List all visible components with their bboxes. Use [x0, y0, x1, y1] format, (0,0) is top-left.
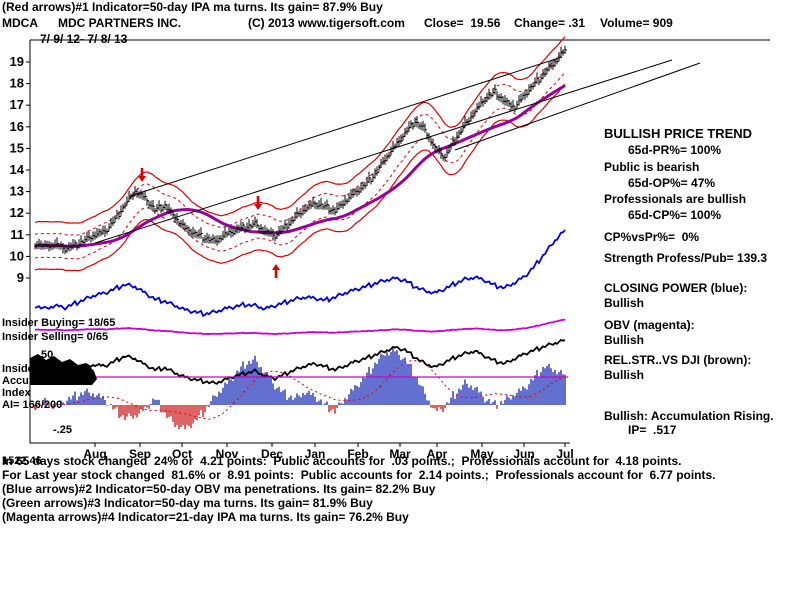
svg-text:Aug: Aug	[83, 447, 106, 461]
svg-text:Jul: Jul	[556, 447, 573, 461]
svg-text:9: 9	[17, 270, 24, 285]
company-name: MDC PARTNERS INC.	[58, 16, 182, 30]
svg-text:11: 11	[10, 227, 24, 242]
op-percent-stat: 65d-OP%= 47%	[628, 176, 716, 190]
public-sentiment: Public is bearish	[604, 160, 700, 174]
ip-stat: IP= .517	[628, 423, 677, 437]
insider-buying-label: Insider Buying	[2, 363, 79, 375]
indicator-2-summary: (Blue arrows)#2 Indicator=50-day OBV ma …	[2, 482, 436, 496]
svg-text:Apr: Apr	[427, 447, 448, 461]
professional-sentiment: Professionals are bullish	[604, 192, 747, 206]
svg-text:Dec: Dec	[261, 447, 283, 461]
closing-power-state: Bullish	[604, 296, 645, 310]
accumulation-state: Bullish: Accumulation Rising.	[604, 409, 774, 423]
insider-selling-stat: Insider Selling= 0/65	[2, 331, 109, 343]
insider-buying-stat: Insider Buying= 18/65	[2, 317, 116, 329]
svg-text:Mar: Mar	[389, 447, 411, 461]
svg-text:13: 13	[10, 184, 24, 199]
svg-text:10: 10	[10, 248, 24, 263]
accum-label: Accum.	[2, 375, 42, 387]
pr-percent-stat: 65d-PR%= 100%	[628, 143, 722, 157]
svg-text:May: May	[470, 447, 494, 461]
change-value: Change= .31	[514, 16, 586, 30]
relstr-state: Bullish	[604, 368, 645, 382]
svg-text:19: 19	[10, 54, 24, 69]
svg-text:Feb: Feb	[347, 447, 368, 461]
indicator-1-summary: (Red arrows)#1 Indicator=50-day IPA ma t…	[2, 0, 383, 14]
svg-text:17: 17	[10, 97, 24, 112]
obv-header: OBV (magenta):	[604, 318, 695, 332]
svg-text:16: 16	[10, 119, 24, 134]
ticker-symbol: MDCA	[2, 16, 38, 30]
svg-text:Sep: Sep	[129, 447, 151, 461]
footer-line-65day: In 65 days stock changed 24% or 4.21 poi…	[2, 454, 682, 468]
svg-text:Jan: Jan	[305, 447, 326, 461]
relstr-header: REL.STR..VS DJI (brown):	[604, 353, 752, 367]
cp-vs-pr-stat: CP%vsPr%= 0%	[604, 230, 700, 244]
volume-value: Volume= 909	[600, 16, 673, 30]
svg-text:14: 14	[10, 162, 25, 177]
copyright-notice: (C) 2013 www.tigersoft.com	[248, 16, 405, 30]
price-trend-header: BULLISH PRICE TREND	[604, 126, 753, 141]
svg-text:Jun: Jun	[513, 447, 534, 461]
scale-label-minus25: -.25	[53, 424, 72, 436]
ai-value-label: AI= 166/200	[2, 399, 63, 411]
svg-text:12: 12	[10, 205, 24, 220]
obv-state: Bullish	[604, 333, 645, 347]
date-range: 7/ 9/ 12- 7/ 8/ 13	[40, 32, 128, 46]
svg-text:18: 18	[10, 76, 24, 91]
scale-label-plus25: +.25	[57, 376, 79, 388]
svg-text:Nov: Nov	[216, 447, 239, 461]
indicator-3-summary: (Green arrows)#3 Indicator=50-day ma tur…	[2, 496, 373, 510]
closing-power-header: CLOSING POWER (blue):	[604, 281, 748, 295]
svg-text:Oct: Oct	[172, 447, 192, 461]
close-value: Close= 19.56	[424, 16, 501, 30]
volume-axis-label: 1522.46	[2, 455, 42, 467]
indicator-4-summary: (Magenta arrows)#4 Indicator=21-day IPA …	[2, 510, 409, 524]
index-label: Index	[2, 387, 31, 399]
strength-ratio-stat: Strength Profess/Pub= 139.3	[604, 251, 768, 265]
scale-label-50: .50	[38, 349, 54, 361]
footer-line-year: For Last year stock changed 81.6% or 8.9…	[2, 468, 716, 482]
svg-text:15: 15	[10, 140, 24, 155]
cp-percent-stat: 65d-CP%= 100%	[628, 208, 722, 222]
